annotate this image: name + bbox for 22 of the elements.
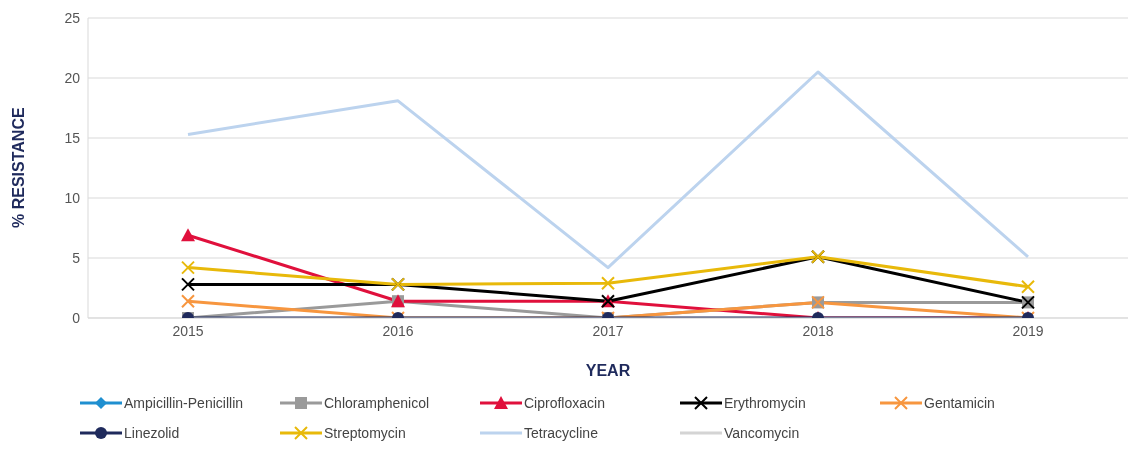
legend-label: Streptomycin [324,425,406,441]
legend-label: Chloramphenicol [324,395,430,411]
legend-label: Ampicillin-Penicillin [124,395,244,411]
x-tick-label: 2017 [592,322,624,339]
y-tick-label: 5 [72,249,81,266]
x-axis-title: YEAR [585,362,631,379]
y-tick-label: 0 [72,309,81,326]
legend-label: Linezolid [124,425,180,441]
legend-label: Vancomycin [724,425,800,441]
y-axis-title: % RESISTANCE [9,107,27,228]
legend-label: Tetracycline [524,425,598,441]
legend-label: Ciprofloxacin [524,395,605,411]
y-tick-label: 10 [64,189,81,206]
y-tick-label: 25 [64,9,81,26]
x-tick-label: 2015 [172,322,204,339]
x-tick-label: 2016 [382,322,414,339]
legend-label: Erythromycin [724,395,806,411]
y-tick-label: 15 [64,129,81,146]
x-tick-label: 2018 [802,322,834,339]
y-tick-label: 20 [64,69,81,86]
legend-label: Gentamicin [924,395,995,411]
x-tick-label: 2019 [1012,322,1044,339]
